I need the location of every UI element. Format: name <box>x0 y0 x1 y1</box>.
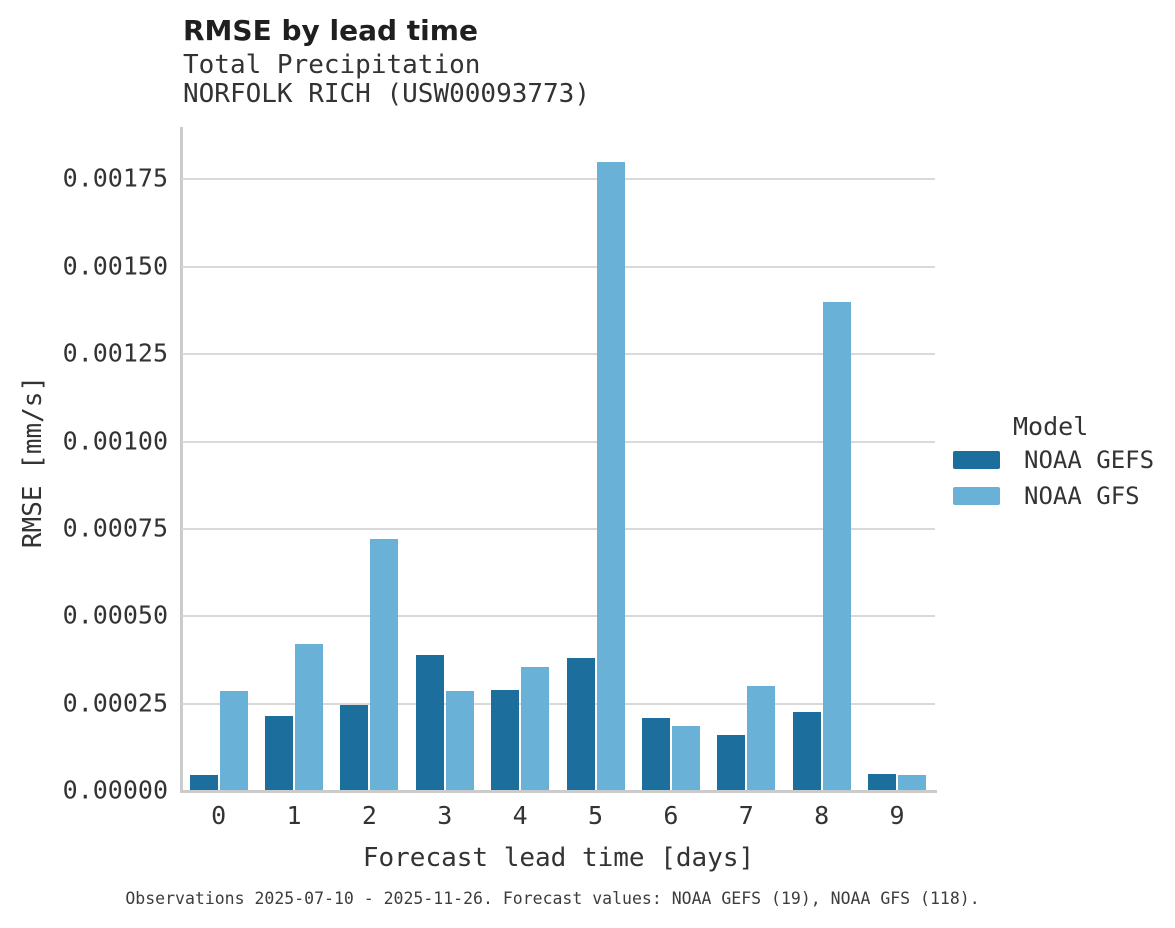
bar-noaa-gefs-lead-1 <box>264 715 293 791</box>
bar-noaa-gefs-lead-6 <box>641 717 670 791</box>
legend: Model NOAA GEFS NOAA GFS <box>953 412 1173 514</box>
x-tick-label: 5 <box>587 801 604 830</box>
bar-noaa-gfs-lead-6 <box>671 726 700 791</box>
chart-title: RMSE by lead time <box>183 14 478 47</box>
chart-subtitle-station: NORFOLK RICH (USW00093773) <box>183 79 590 109</box>
legend-items: NOAA GEFS NOAA GFS <box>953 442 1173 514</box>
y-tick-label: 0.00025 <box>62 687 168 717</box>
bar-noaa-gefs-lead-2 <box>340 705 369 791</box>
bar-noaa-gfs-lead-0 <box>219 691 248 791</box>
x-axis-spine <box>180 790 937 793</box>
chart-subtitle-variable: Total Precipitation <box>183 50 481 80</box>
y-tick-label: 0.00175 <box>62 163 168 193</box>
legend-title: Model <box>1013 412 1089 441</box>
bar-noaa-gfs-lead-5 <box>596 161 625 791</box>
x-tick-label: 6 <box>663 801 679 830</box>
y-axis-ticks: 0.00000 0.00025 0.00050 0.00075 0.00100 0.001… <box>0 127 168 805</box>
bar-noaa-gefs-lead-8 <box>792 712 821 791</box>
legend-swatch-icon <box>953 451 1000 469</box>
bar-noaa-gfs-lead-4 <box>521 666 550 791</box>
plot-area <box>182 127 935 791</box>
bar-noaa-gefs-lead-4 <box>491 689 520 791</box>
bar-noaa-gfs-lead-2 <box>370 539 399 791</box>
x-tick-label: 0 <box>211 801 227 830</box>
gridline <box>182 178 935 181</box>
gridline <box>182 440 935 443</box>
y-tick-label: 0.00150 <box>62 251 168 281</box>
gridline <box>182 265 935 268</box>
bar-noaa-gefs-lead-9 <box>868 773 897 791</box>
x-tick-label: 9 <box>889 801 905 830</box>
x-axis-title: Forecast lead time [days] <box>362 843 755 873</box>
x-tick-label: 7 <box>738 801 754 830</box>
y-tick-label: 0.00000 <box>62 775 168 805</box>
legend-swatch-icon <box>953 487 1000 505</box>
bar-noaa-gefs-lead-7 <box>717 735 746 791</box>
legend-item: NOAA GFS <box>953 478 1173 514</box>
bar-noaa-gefs-lead-0 <box>189 775 218 791</box>
bar-noaa-gfs-lead-3 <box>445 691 474 791</box>
y-axis-spine <box>180 127 183 793</box>
gridline <box>182 353 935 356</box>
caption: Observations 2025-07-10 - 2025-11-26. Fo… <box>125 889 980 908</box>
gridline <box>182 615 935 618</box>
legend-item-label: NOAA GEFS <box>1024 446 1155 474</box>
y-tick-label: 0.00050 <box>62 600 168 630</box>
x-tick-label: 3 <box>437 801 453 830</box>
bar-noaa-gefs-lead-3 <box>415 654 444 791</box>
y-tick-label: 0.00100 <box>62 425 168 455</box>
bar-noaa-gfs-lead-9 <box>898 775 927 791</box>
bar-noaa-gefs-lead-5 <box>566 658 595 791</box>
gridline <box>182 527 935 530</box>
bar-noaa-gfs-lead-1 <box>294 644 323 791</box>
bar-noaa-gfs-lead-8 <box>822 301 851 791</box>
x-tick-label: 8 <box>814 801 830 830</box>
legend-item: NOAA GEFS <box>953 442 1173 478</box>
y-tick-label: 0.00125 <box>62 338 168 368</box>
gridline <box>182 702 935 705</box>
x-axis-ticks: 0 1 2 3 4 5 6 7 8 9 <box>182 801 935 835</box>
x-tick-label: 2 <box>361 801 377 830</box>
x-tick-label: 1 <box>286 801 302 830</box>
bar-noaa-gfs-lead-7 <box>747 686 776 791</box>
legend-item-label: NOAA GFS <box>1024 482 1140 510</box>
y-tick-label: 0.00075 <box>62 513 168 543</box>
x-tick-label: 4 <box>512 801 528 830</box>
